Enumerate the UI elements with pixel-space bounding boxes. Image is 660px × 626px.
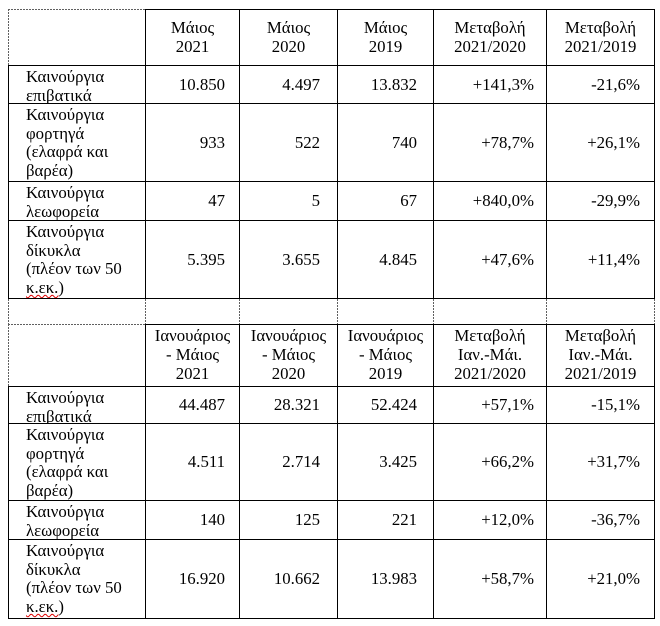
gridline-gap-col-1 xyxy=(145,299,146,324)
label-text-part: ) xyxy=(58,278,64,298)
value-cell: +21,0% xyxy=(546,539,655,619)
table1-header-change-2021-2019: Μεταβολή 2021/2019 xyxy=(546,9,655,65)
table-row: Μάιος 2021 Μάιος 2020 Μάιος 2019 Μεταβολ… xyxy=(8,9,655,65)
table2-header-change-2021-2020: Μεταβολή Ιαν.-Μάι. 2021/2020 xyxy=(433,324,546,386)
row-label-motorcycles: Καινούργια δίκυκλα (πλέον των 50 κ.εκ.) xyxy=(8,539,145,619)
gridline-table1-corner-top xyxy=(8,9,145,10)
row-label-buses: Καινούργια λεωφορεία xyxy=(8,181,145,220)
value-cell: 47 xyxy=(145,181,239,220)
value-cell: 140 xyxy=(145,500,239,539)
row-label-motorcycles: Καινούργια δίκυκλα (πλέον των 50 κ.εκ.) xyxy=(8,220,145,299)
table-row: Καινούργια λεωφορεία 47 5 67 +840,0% -29… xyxy=(8,181,655,220)
value-cell: 52.424 xyxy=(337,386,433,423)
value-cell: 4.511 xyxy=(145,423,239,500)
table2-header-change-2021-2019: Μεταβολή Ιαν.-Μάι. 2021/2019 xyxy=(546,324,655,386)
value-cell: +141,3% xyxy=(433,65,546,103)
table2-header-jan-may-2020: Ιανουάριος - Μάιος 2020 xyxy=(239,324,337,386)
table-row: Καινούργια δίκυκλα (πλέον των 50 κ.εκ.) … xyxy=(8,220,655,299)
value-cell: +66,2% xyxy=(433,423,546,500)
gridline-gap-col-4 xyxy=(433,299,434,324)
gridline-gap-col-6 xyxy=(654,299,655,324)
gridline-table2-corner-top xyxy=(8,324,145,325)
value-cell: -36,7% xyxy=(546,500,655,539)
table-row: Ιανουάριος - Μάιος 2021 Ιανουάριος - Μάι… xyxy=(8,324,655,386)
table2-header-jan-may-2019: Ιανουάριος - Μάιος 2019 xyxy=(337,324,433,386)
table1-header-may-2021: Μάιος 2021 xyxy=(145,9,239,65)
value-cell: 5 xyxy=(239,181,337,220)
table-row: Καινούργια λεωφορεία 140 125 221 +12,0% … xyxy=(8,500,655,539)
value-cell: +47,6% xyxy=(433,220,546,299)
gridline-table1-corner-left xyxy=(8,9,9,65)
table-row: Καινούργια επιβατικά 44.487 28.321 52.42… xyxy=(8,386,655,423)
value-cell: 13.983 xyxy=(337,539,433,619)
label-text-part: Καινούργια δίκυκλα (πλέον των 50 xyxy=(26,222,122,279)
value-cell: 67 xyxy=(337,181,433,220)
value-cell: 13.832 xyxy=(337,65,433,103)
gridline-table2-corner-left xyxy=(8,324,9,386)
table-january-may-registrations: Ιανουάριος - Μάιος 2021 Ιανουάριος - Μάι… xyxy=(8,324,655,619)
table-row: Καινούργια φορτηγά (ελαφρά και βαρέα) 93… xyxy=(8,103,655,181)
row-label-passenger-cars: Καινούργια επιβατικά xyxy=(8,65,145,103)
table2-corner-cell xyxy=(8,324,145,386)
gridline-gap-col-5 xyxy=(546,299,547,324)
value-cell: +57,1% xyxy=(433,386,546,423)
value-cell: +78,7% xyxy=(433,103,546,181)
value-cell: 28.321 xyxy=(239,386,337,423)
value-cell: 933 xyxy=(145,103,239,181)
label-text-part: Καινούργια δίκυκλα (πλέον των 50 xyxy=(26,541,122,598)
value-cell: +12,0% xyxy=(433,500,546,539)
value-cell: 125 xyxy=(239,500,337,539)
value-cell: 221 xyxy=(337,500,433,539)
table1-header-may-2019: Μάιος 2019 xyxy=(337,9,433,65)
table-row: Καινούργια δίκυκλα (πλέον των 50 κ.εκ.) … xyxy=(8,539,655,619)
table-row: Καινούργια επιβατικά 10.850 4.497 13.832… xyxy=(8,65,655,103)
value-cell: 10.662 xyxy=(239,539,337,619)
value-cell: +58,7% xyxy=(433,539,546,619)
table1-header-may-2020: Μάιος 2020 xyxy=(239,9,337,65)
value-cell: -29,9% xyxy=(546,181,655,220)
table2-header-jan-may-2021: Ιανουάριος - Μάιος 2021 xyxy=(145,324,239,386)
label-text-part: ) xyxy=(58,597,64,617)
value-cell: 44.487 xyxy=(145,386,239,423)
value-cell: +26,1% xyxy=(546,103,655,181)
value-cell: 10.850 xyxy=(145,65,239,103)
value-cell: -21,6% xyxy=(546,65,655,103)
value-cell: 4.497 xyxy=(239,65,337,103)
value-cell: 740 xyxy=(337,103,433,181)
gridline-gap-col-3 xyxy=(337,299,338,324)
row-label-buses: Καινούργια λεωφορεία xyxy=(8,500,145,539)
value-cell: -15,1% xyxy=(546,386,655,423)
value-cell: 4.845 xyxy=(337,220,433,299)
value-cell: +840,0% xyxy=(433,181,546,220)
row-label-trucks: Καινούργια φορτηγά (ελαφρά και βαρέα) xyxy=(8,423,145,500)
table-body: Μάιος 2021 Μάιος 2020 Μάιος 2019 Μεταβολ… xyxy=(8,9,655,299)
table-may-registrations: Μάιος 2021 Μάιος 2020 Μάιος 2019 Μεταβολ… xyxy=(8,9,655,299)
table1-corner-cell xyxy=(8,9,145,65)
value-cell: 3.655 xyxy=(239,220,337,299)
value-cell: +11,4% xyxy=(546,220,655,299)
row-label-passenger-cars: Καινούργια επιβατικά xyxy=(8,386,145,423)
misspelled-word: κ.εκ. xyxy=(26,597,59,617)
misspelled-word: κ.εκ. xyxy=(26,278,59,298)
value-cell: 2.714 xyxy=(239,423,337,500)
value-cell: 3.425 xyxy=(337,423,433,500)
value-cell: 16.920 xyxy=(145,539,239,619)
gridline-gap-col-2 xyxy=(239,299,240,324)
table1-header-change-2021-2020: Μεταβολή 2021/2020 xyxy=(433,9,546,65)
value-cell: 522 xyxy=(239,103,337,181)
value-cell: +31,7% xyxy=(546,423,655,500)
table-body: Ιανουάριος - Μάιος 2021 Ιανουάριος - Μάι… xyxy=(8,324,655,619)
table-row: Καινούργια φορτηγά (ελαφρά και βαρέα) 4.… xyxy=(8,423,655,500)
gridline-gap-col-0 xyxy=(8,299,9,324)
value-cell: 5.395 xyxy=(145,220,239,299)
row-label-trucks: Καινούργια φορτηγά (ελαφρά και βαρέα) xyxy=(8,103,145,181)
